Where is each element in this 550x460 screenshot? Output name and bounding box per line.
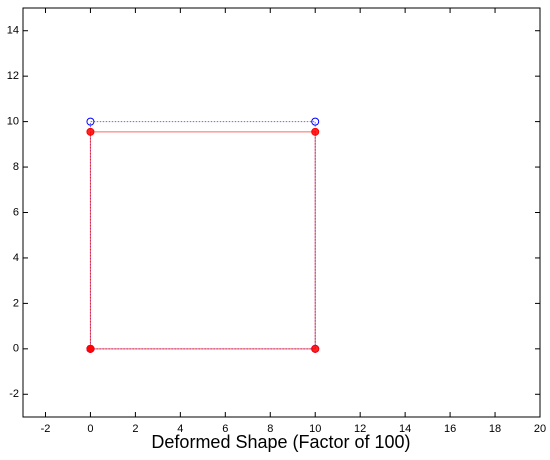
y-tick-label: 6 [13,206,19,218]
node-marker [311,127,320,136]
y-tick-label: 8 [13,161,19,173]
node-marker [311,344,320,353]
x-tick-label: -2 [41,423,51,435]
x-tick-label: 4 [177,423,183,435]
x-tick-label: 0 [87,423,93,435]
node-marker [311,117,320,126]
x-tick-label: 8 [267,423,273,435]
node-marker [86,117,95,126]
x-tick-label: 10 [309,423,321,435]
node-marker [86,344,95,353]
node-marker [86,127,95,136]
y-tick-label: 2 [13,297,19,309]
y-tick-label: 12 [7,70,19,82]
plot-frame [22,7,541,418]
x-tick-label: 18 [489,423,501,435]
y-tick-label: 4 [13,252,19,264]
y-tick-label: -2 [9,388,19,400]
x-tick-label: 20 [534,423,546,435]
x-tick-label: 2 [132,423,138,435]
x-tick-label: 16 [444,423,456,435]
y-tick-label: 14 [7,25,19,37]
x-tick-label: 12 [354,423,366,435]
y-tick-label: 10 [7,116,19,128]
x-tick-label: 6 [222,423,228,435]
x-tick-label: 14 [399,423,411,435]
x-axis-label: Deformed Shape (Factor of 100) [151,432,410,452]
y-tick-label: 0 [13,343,19,355]
